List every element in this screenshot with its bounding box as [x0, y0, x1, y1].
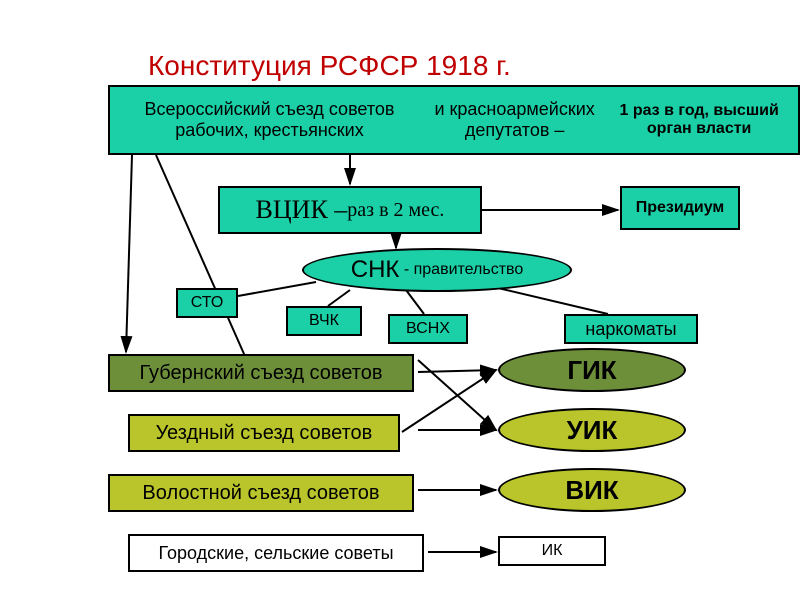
arrow	[238, 282, 316, 296]
node-sto: СТО	[176, 288, 238, 318]
node-gik: ГИК	[498, 348, 686, 392]
arrow	[498, 288, 608, 314]
node-congress_all: Всероссийский съезд советов рабочих, кре…	[108, 85, 800, 155]
node-vsnh: ВСНХ	[388, 314, 468, 344]
arrow	[418, 370, 496, 372]
node-gorod: Городские, сельские советы	[128, 534, 424, 572]
node-vik: ВИК	[498, 468, 686, 512]
node-vcik: ВЦИК – раз в 2 мес.	[218, 186, 482, 234]
arrow	[402, 370, 496, 432]
arrow	[418, 360, 496, 430]
node-ik: ИК	[498, 536, 606, 566]
node-uezd: Уездный съезд советов	[128, 414, 400, 452]
node-volost: Волостной съезд советов	[108, 474, 414, 512]
arrow	[328, 290, 350, 306]
node-vchk: ВЧК	[286, 306, 362, 336]
node-uik: УИК	[498, 408, 686, 452]
arrow	[406, 290, 424, 314]
node-prezidium: Президиум	[620, 186, 740, 230]
diagram-stage: { "title": { "text": "Конституция РСФСР …	[0, 0, 800, 600]
node-snk: СНК - правительство	[302, 248, 572, 292]
node-narkomaty: наркоматы	[564, 314, 698, 344]
diagram-title: Конституция РСФСР 1918 г.	[148, 50, 511, 82]
node-gubernsk: Губернский съезд советов	[108, 354, 414, 392]
arrow	[126, 155, 132, 352]
